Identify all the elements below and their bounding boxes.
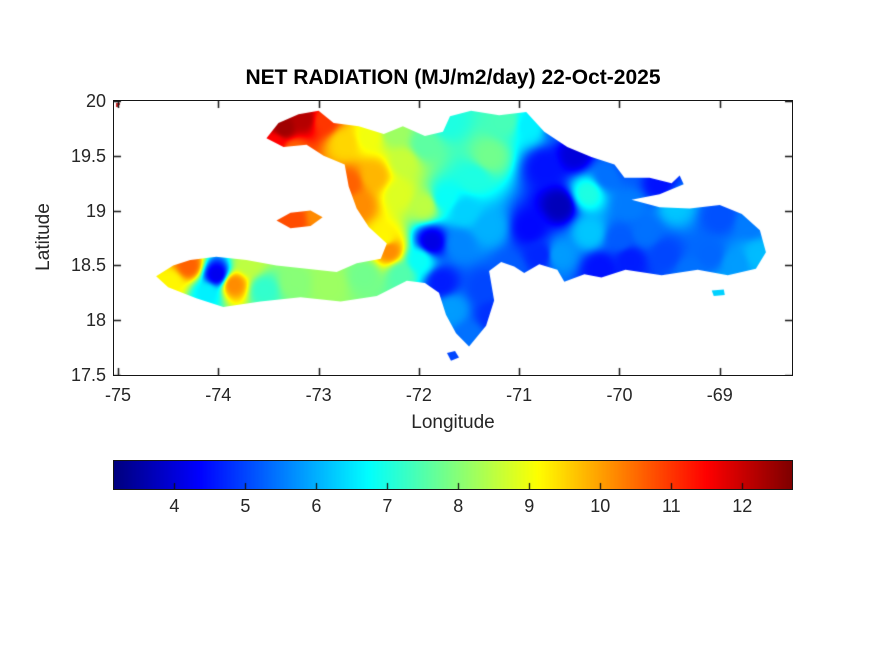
x-tick-label: -69 (706, 385, 733, 405)
y-tick-label: 17.5 (70, 365, 106, 385)
colorbar-tick-label: 12 (732, 496, 753, 516)
colorbar-tick-label: 11 (661, 496, 681, 516)
x-tick-label: -70 (606, 385, 633, 405)
colorbar-tick-label: 5 (240, 496, 251, 516)
colorbar-tick-label: 6 (311, 496, 322, 516)
colorbar (113, 460, 793, 490)
x-tick-label: -75 (104, 385, 131, 405)
y-tick-label: 19.5 (70, 145, 106, 166)
x-tick-label: -73 (305, 385, 332, 405)
y-tick-label: 18.5 (70, 255, 106, 276)
x-tick-label: -74 (205, 385, 232, 405)
plot-title: NET RADIATION (MJ/m2/day) 22-Oct-2025 (245, 66, 661, 89)
x-tick-label: -72 (405, 385, 432, 405)
colorbar-tick-label: 4 (169, 496, 180, 516)
y-tick-label: 18 (85, 310, 106, 331)
y-tick-label: 20 (85, 91, 106, 111)
colorbar-tick-label: 9 (524, 496, 535, 516)
y-tick-label: 19 (85, 200, 106, 221)
map-axes (113, 100, 793, 376)
colorbar-tick-label: 7 (382, 496, 393, 516)
colorbar-tick-label: 10 (590, 496, 611, 516)
colorbar-tick-label: 8 (453, 496, 464, 516)
colorbar-canvas (114, 461, 792, 489)
radiation-map-canvas (114, 101, 792, 375)
x-axis-label: Longitude (411, 412, 495, 433)
x-tick-label: -71 (506, 385, 533, 405)
